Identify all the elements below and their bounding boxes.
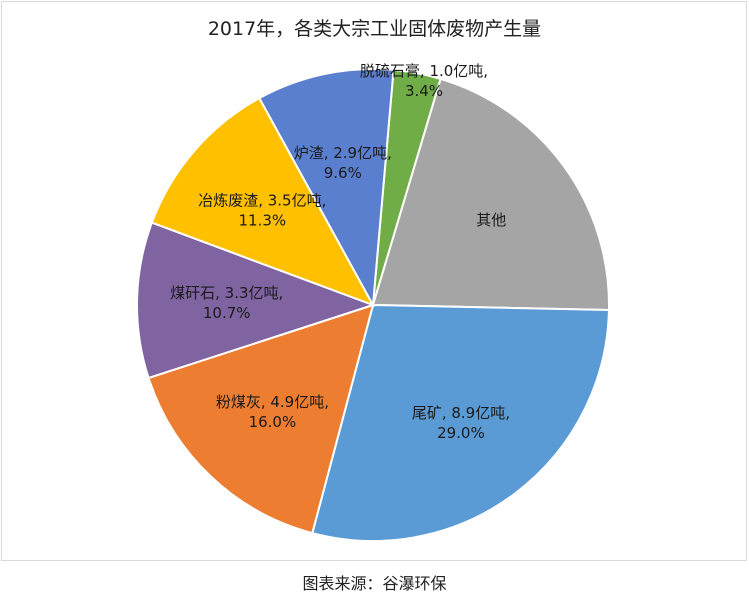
slice-label-3-line2: 16.0% — [249, 413, 297, 431]
pie-slice-6 — [258, 68, 395, 309]
slice-label-5-line2: 11.3% — [238, 211, 286, 229]
pie-slice-5 — [150, 96, 376, 307]
slice-label-1-line1: 其他 — [476, 211, 506, 229]
slice-label-0-line1: 脱硫石膏, 1.0亿吨, — [360, 62, 488, 80]
pie-slice-3 — [147, 303, 375, 535]
slice-label-4-line1: 煤矸石, 3.3亿吨, — [170, 284, 283, 302]
slice-label-3-line1: 粉煤灰, 4.9亿吨, — [216, 393, 329, 411]
slice-label-5-line1: 冶炼废渣, 3.5亿吨, — [198, 191, 326, 209]
slice-label-6-line2: 9.6% — [324, 164, 362, 182]
slice-label-6-line1: 炉渣, 2.9亿吨, — [294, 144, 392, 162]
slice-label-4-line2: 10.7% — [203, 304, 251, 322]
pie-slice-1 — [371, 77, 610, 312]
slice-label-2-line1: 尾矿, 8.9亿吨, — [412, 404, 510, 422]
chart-source: 图表来源：谷瀑环保 — [302, 574, 447, 593]
pie-slice-4 — [135, 221, 377, 380]
slice-label-2-line2: 29.0% — [437, 424, 485, 442]
slice-label-0-line2: 3.4% — [405, 82, 443, 100]
pie-slice-2 — [311, 303, 610, 542]
chart-title: 2017年，各类大宗工业固体废物产生量 — [207, 18, 542, 40]
